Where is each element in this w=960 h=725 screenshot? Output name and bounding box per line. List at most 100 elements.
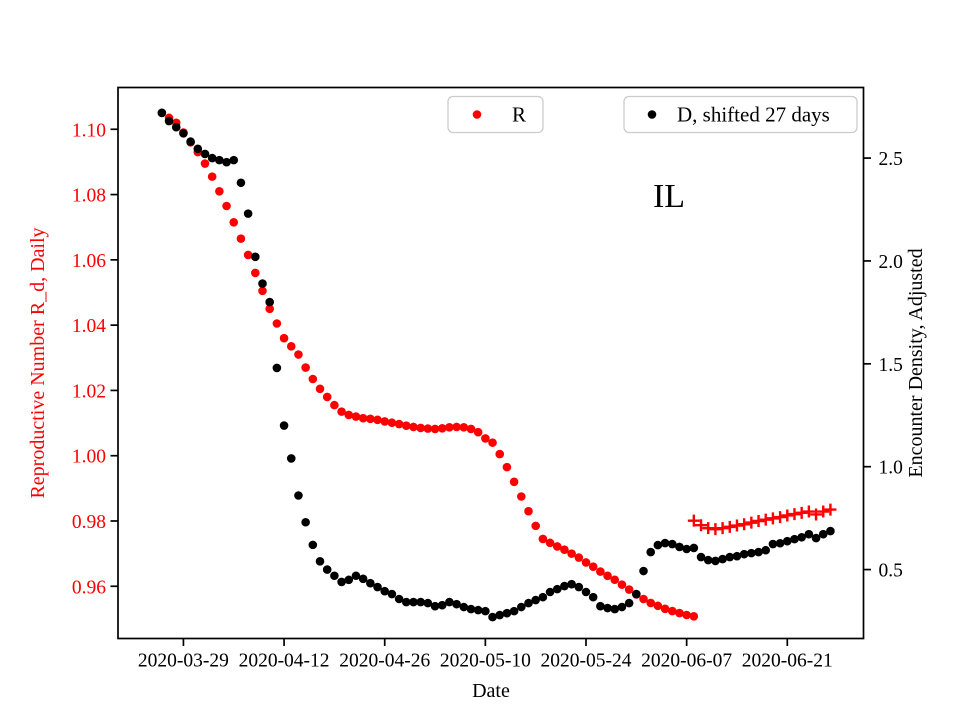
x-tick-label: 2020-04-26 xyxy=(339,651,430,672)
data-point-plus xyxy=(695,519,708,532)
x-tick-label: 2020-06-21 xyxy=(742,651,833,672)
data-point xyxy=(294,350,303,359)
data-point xyxy=(660,538,670,548)
data-point xyxy=(207,153,217,163)
data-point xyxy=(351,412,361,421)
data-point xyxy=(495,449,505,459)
data-point xyxy=(358,413,368,423)
data-point-plus xyxy=(716,522,729,535)
legend-d: D, shifted 27 days xyxy=(623,95,858,134)
data-point xyxy=(466,604,476,614)
y-right-axis-label: Encounter Density, Adjusted xyxy=(905,248,927,477)
data-point xyxy=(538,592,548,602)
data-point-plus xyxy=(824,503,837,516)
data-point xyxy=(761,545,771,555)
data-point xyxy=(588,592,598,602)
data-point xyxy=(711,556,720,566)
data-point-plus xyxy=(802,505,815,518)
state-annotation: IL xyxy=(653,178,685,215)
data-point xyxy=(416,423,425,433)
data-point xyxy=(617,602,627,612)
data-point xyxy=(646,598,656,608)
data-point xyxy=(459,423,469,432)
data-point xyxy=(754,547,763,557)
data-point xyxy=(509,606,519,616)
data-point xyxy=(675,608,684,618)
data-point xyxy=(416,597,425,607)
data-point-plus xyxy=(745,516,758,529)
data-point xyxy=(675,542,684,552)
data-point-plus xyxy=(817,505,830,518)
data-point xyxy=(315,557,325,566)
data-point xyxy=(481,434,490,443)
data-point xyxy=(682,544,691,554)
data-point-plus xyxy=(738,518,751,531)
data-point xyxy=(452,422,461,432)
y-left-tick-label: 1.08 xyxy=(72,186,106,207)
data-point xyxy=(739,549,749,559)
series-r-plus xyxy=(687,503,837,536)
data-point xyxy=(603,603,612,613)
data-point-plus xyxy=(795,506,808,519)
data-point xyxy=(682,610,691,620)
data-point xyxy=(660,604,670,614)
data-point xyxy=(689,612,699,621)
data-point xyxy=(387,418,397,428)
data-point xyxy=(236,234,246,243)
data-point xyxy=(157,108,167,118)
x-tick-label: 2020-04-12 xyxy=(239,651,330,672)
data-point xyxy=(818,529,828,539)
data-point xyxy=(258,286,267,296)
data-point xyxy=(265,297,274,307)
x-tick-label: 2020-06-07 xyxy=(641,651,732,672)
data-point xyxy=(459,602,469,612)
data-point xyxy=(639,566,648,576)
data-point xyxy=(344,575,354,585)
data-point xyxy=(251,268,260,278)
y-left-tick-label: 0.98 xyxy=(72,512,106,533)
data-point xyxy=(826,526,835,536)
data-point-plus xyxy=(687,514,700,527)
y-left-tick-label: 1.02 xyxy=(72,381,106,402)
data-point xyxy=(524,598,533,608)
legend-r-marker-icon xyxy=(472,110,482,119)
data-point-plus xyxy=(766,512,779,525)
data-point xyxy=(775,538,785,548)
y-left-tick-label: 1.04 xyxy=(72,316,106,337)
data-point xyxy=(517,492,526,501)
data-point xyxy=(258,279,267,288)
data-point xyxy=(560,581,569,591)
data-point xyxy=(373,582,382,592)
data-point xyxy=(581,587,591,597)
data-point xyxy=(718,554,727,564)
data-point xyxy=(222,157,231,167)
data-point xyxy=(301,363,310,372)
legend-d-marker-icon xyxy=(647,110,657,119)
data-point xyxy=(373,415,382,425)
data-point xyxy=(538,534,548,544)
data-point xyxy=(667,539,677,549)
data-point xyxy=(164,116,174,126)
data-point xyxy=(574,553,584,562)
data-point xyxy=(488,438,497,447)
data-point xyxy=(466,424,476,434)
data-point xyxy=(747,548,756,558)
data-point xyxy=(301,517,310,527)
data-point xyxy=(811,533,821,543)
data-point-plus xyxy=(759,513,772,526)
data-point xyxy=(330,400,339,410)
data-point xyxy=(653,540,663,550)
data-point xyxy=(502,608,512,618)
data-point xyxy=(179,129,188,138)
data-point xyxy=(222,201,231,211)
data-point xyxy=(610,575,620,585)
data-point xyxy=(452,599,461,609)
data-point xyxy=(473,427,483,437)
x-tick-label: 2020-05-24 xyxy=(541,651,632,672)
data-point xyxy=(430,424,440,434)
data-point xyxy=(401,597,411,607)
legend-r-box xyxy=(447,95,544,134)
data-point xyxy=(689,543,699,553)
data-point xyxy=(488,612,497,622)
